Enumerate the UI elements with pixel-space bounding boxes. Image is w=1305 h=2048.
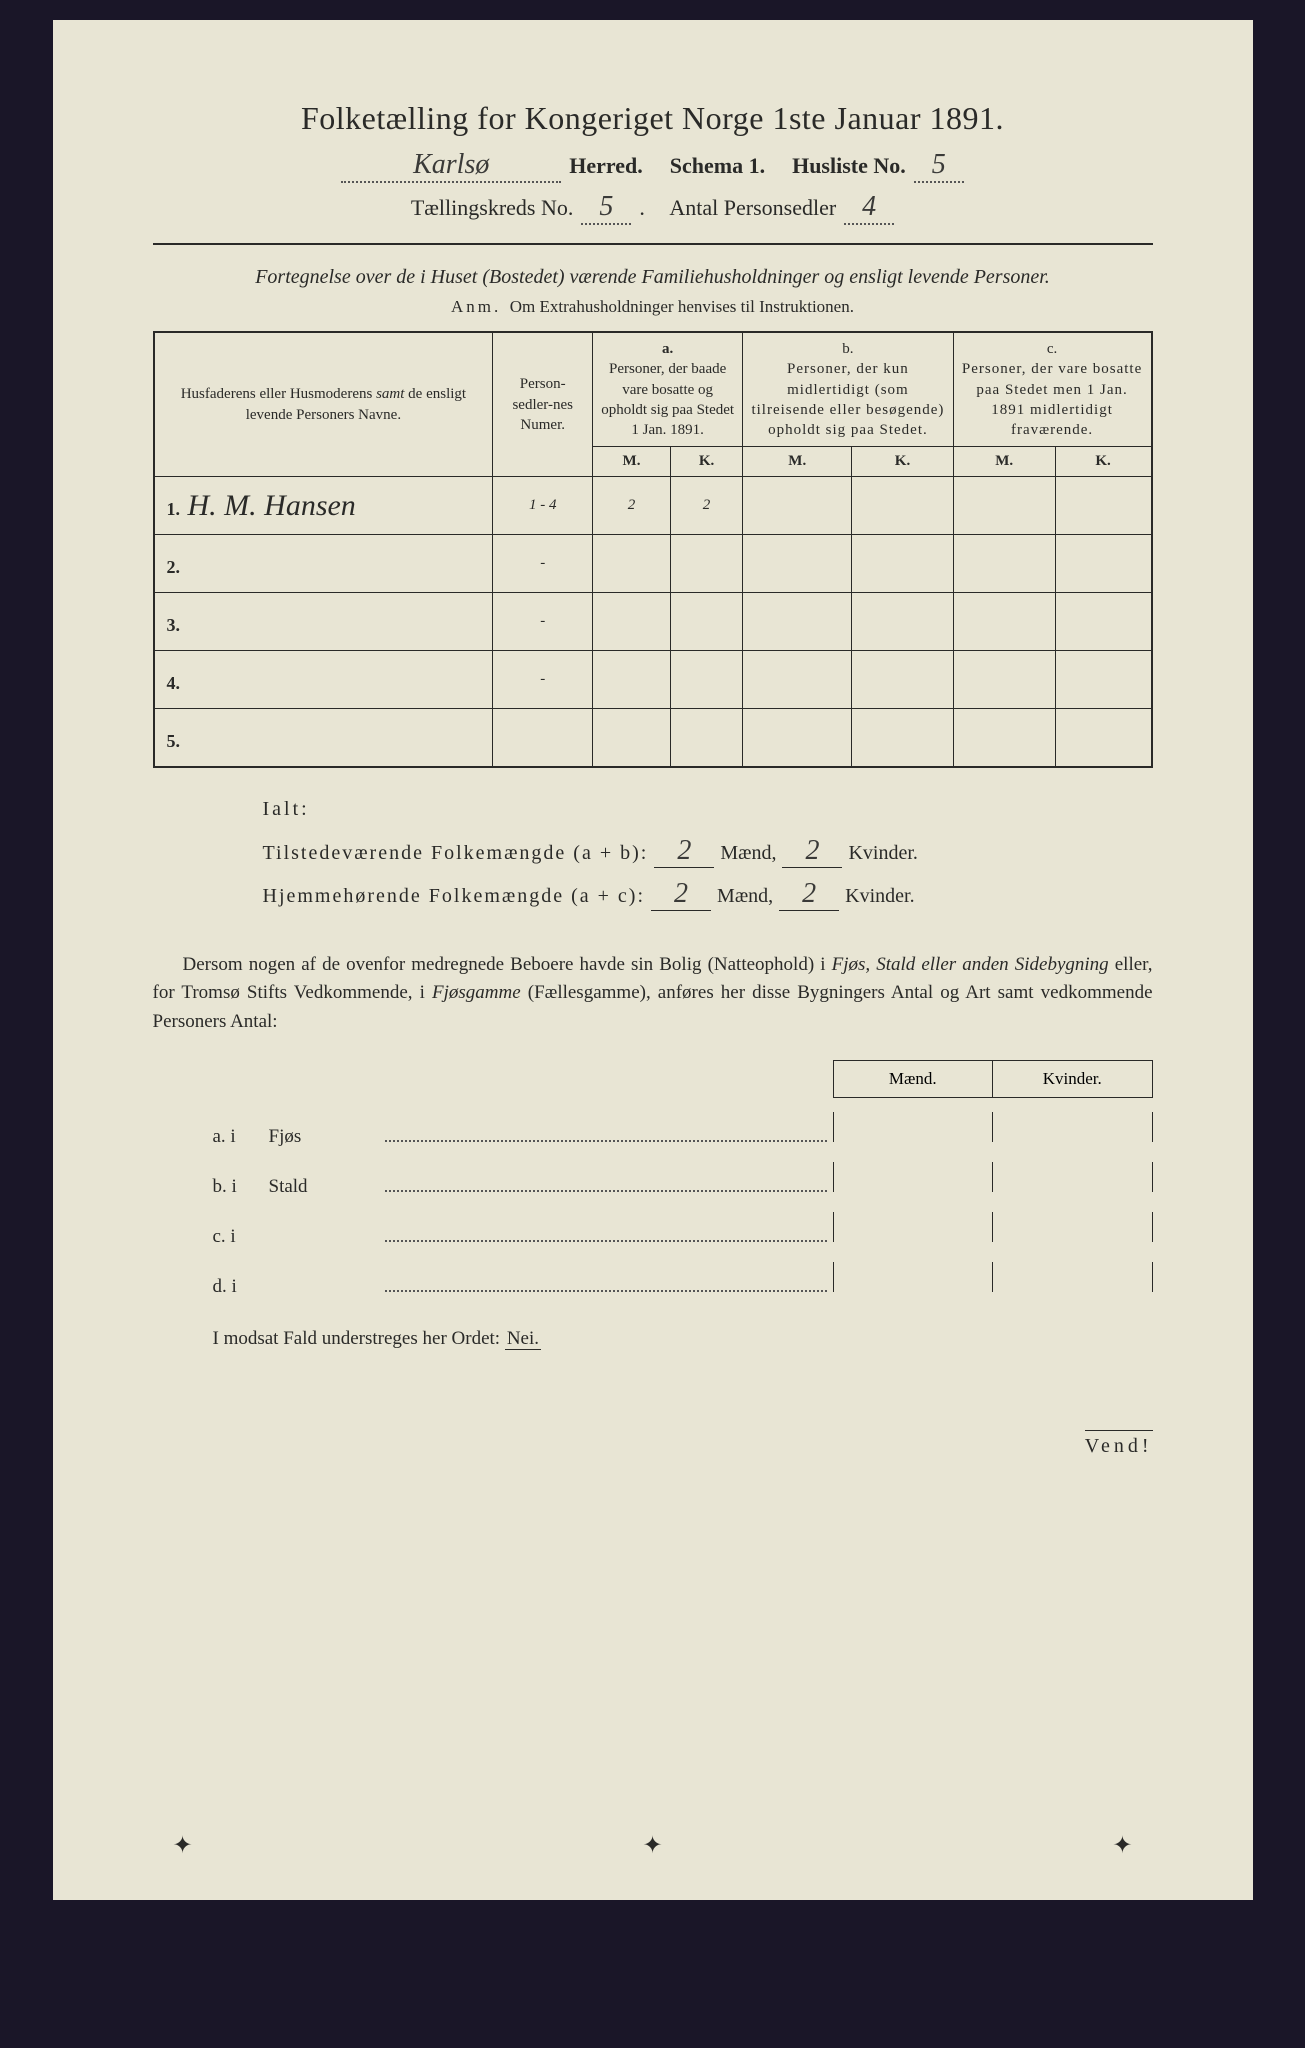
household-table: Husfaderens eller Husmoderens samt de en… xyxy=(153,331,1153,768)
building-list: a. i Fjøs b. i Stald c. i d. i xyxy=(213,1112,1153,1298)
schema-label: Schema 1. xyxy=(670,153,765,179)
sum-line-ab: Tilstedeværende Folkemængde (a + b): 2 M… xyxy=(263,835,1153,868)
husliste-no: 5 xyxy=(914,149,964,183)
bldg-row-a: a. i Fjøs xyxy=(213,1112,1153,1148)
divider-1 xyxy=(153,243,1153,245)
col-a-header: a. Personer, der baade vare bosatte og o… xyxy=(593,332,743,447)
bldg-row-d: d. i xyxy=(213,1262,1153,1298)
antal-no: 4 xyxy=(844,191,894,225)
herred-value: Karlsø xyxy=(341,149,561,183)
punch-mark-icon: ✦ xyxy=(642,1831,662,1860)
herred-label: Herred. xyxy=(569,153,643,179)
vend-label: Vend! xyxy=(1085,1430,1153,1458)
mk-header-wrap: Mænd. Kvinder. xyxy=(153,1060,1153,1098)
totals-block: Ialt: Tilstedeværende Folkemængde (a + b… xyxy=(263,798,1153,911)
building-paragraph: Dersom nogen af de ovenfor medregnede Be… xyxy=(153,951,1153,1037)
table-row: 4. - xyxy=(154,651,1152,709)
punch-mark-icon: ✦ xyxy=(173,1831,193,1860)
table-row: 5. xyxy=(154,709,1152,767)
col-num-header: Person-sedler-nes Numer. xyxy=(493,332,593,477)
husliste-label: Husliste No. xyxy=(792,153,906,179)
punch-mark-icon: ✦ xyxy=(1112,1831,1132,1860)
ialt-label: Ialt: xyxy=(263,798,1153,821)
nei-line: I modsat Fald understreges her Ordet: Ne… xyxy=(213,1328,1153,1350)
table-row: 2. - xyxy=(154,535,1152,593)
header-line-1: Karlsø Herred. Schema 1. Husliste No. 5 xyxy=(153,149,1153,183)
col-c-header: c. Personer, der vare bosatte paa Stedet… xyxy=(953,332,1151,447)
bldg-row-b: b. i Stald xyxy=(213,1162,1153,1198)
nei-word: Nei. xyxy=(505,1328,541,1350)
mk-column-header: Mænd. Kvinder. xyxy=(833,1060,1153,1098)
ac-kvinder: 2 xyxy=(779,878,839,911)
ab-maend: 2 xyxy=(654,835,714,868)
sum-line-ac: Hjemmehørende Folkemængde (a + c): 2 Mæn… xyxy=(263,878,1153,911)
table-row: 3. - xyxy=(154,593,1152,651)
subtitle: Fortegnelse over de i Huset (Bostedet) v… xyxy=(153,263,1153,291)
anm-note: Anm. Om Extrahusholdninger henvises til … xyxy=(153,297,1153,317)
maend-col: Mænd. xyxy=(834,1060,994,1098)
col-b-header: b. Personer, der kun midlertidigt (som t… xyxy=(743,332,953,447)
kreds-label: Tællingskreds No. xyxy=(411,195,574,221)
page-title: Folketælling for Kongeriget Norge 1ste J… xyxy=(153,100,1153,137)
ab-kvinder: 2 xyxy=(782,835,842,868)
kreds-no: 5 xyxy=(581,191,631,225)
ac-maend: 2 xyxy=(651,878,711,911)
table-body: 1. H. M. Hansen 1 - 4 2 2 2. - 3. - 4. xyxy=(154,477,1152,767)
bldg-row-c: c. i xyxy=(213,1212,1153,1248)
table-row: 1. H. M. Hansen 1 - 4 2 2 xyxy=(154,477,1152,535)
header-line-2: Tællingskreds No. 5. Antal Personsedler … xyxy=(153,191,1153,225)
col-name-header: Husfaderens eller Husmoderens samt de en… xyxy=(154,332,493,477)
kvinder-col: Kvinder. xyxy=(993,1060,1153,1098)
census-form-page: Folketælling for Kongeriget Norge 1ste J… xyxy=(53,20,1253,1900)
antal-label: Antal Personsedler xyxy=(669,195,836,221)
